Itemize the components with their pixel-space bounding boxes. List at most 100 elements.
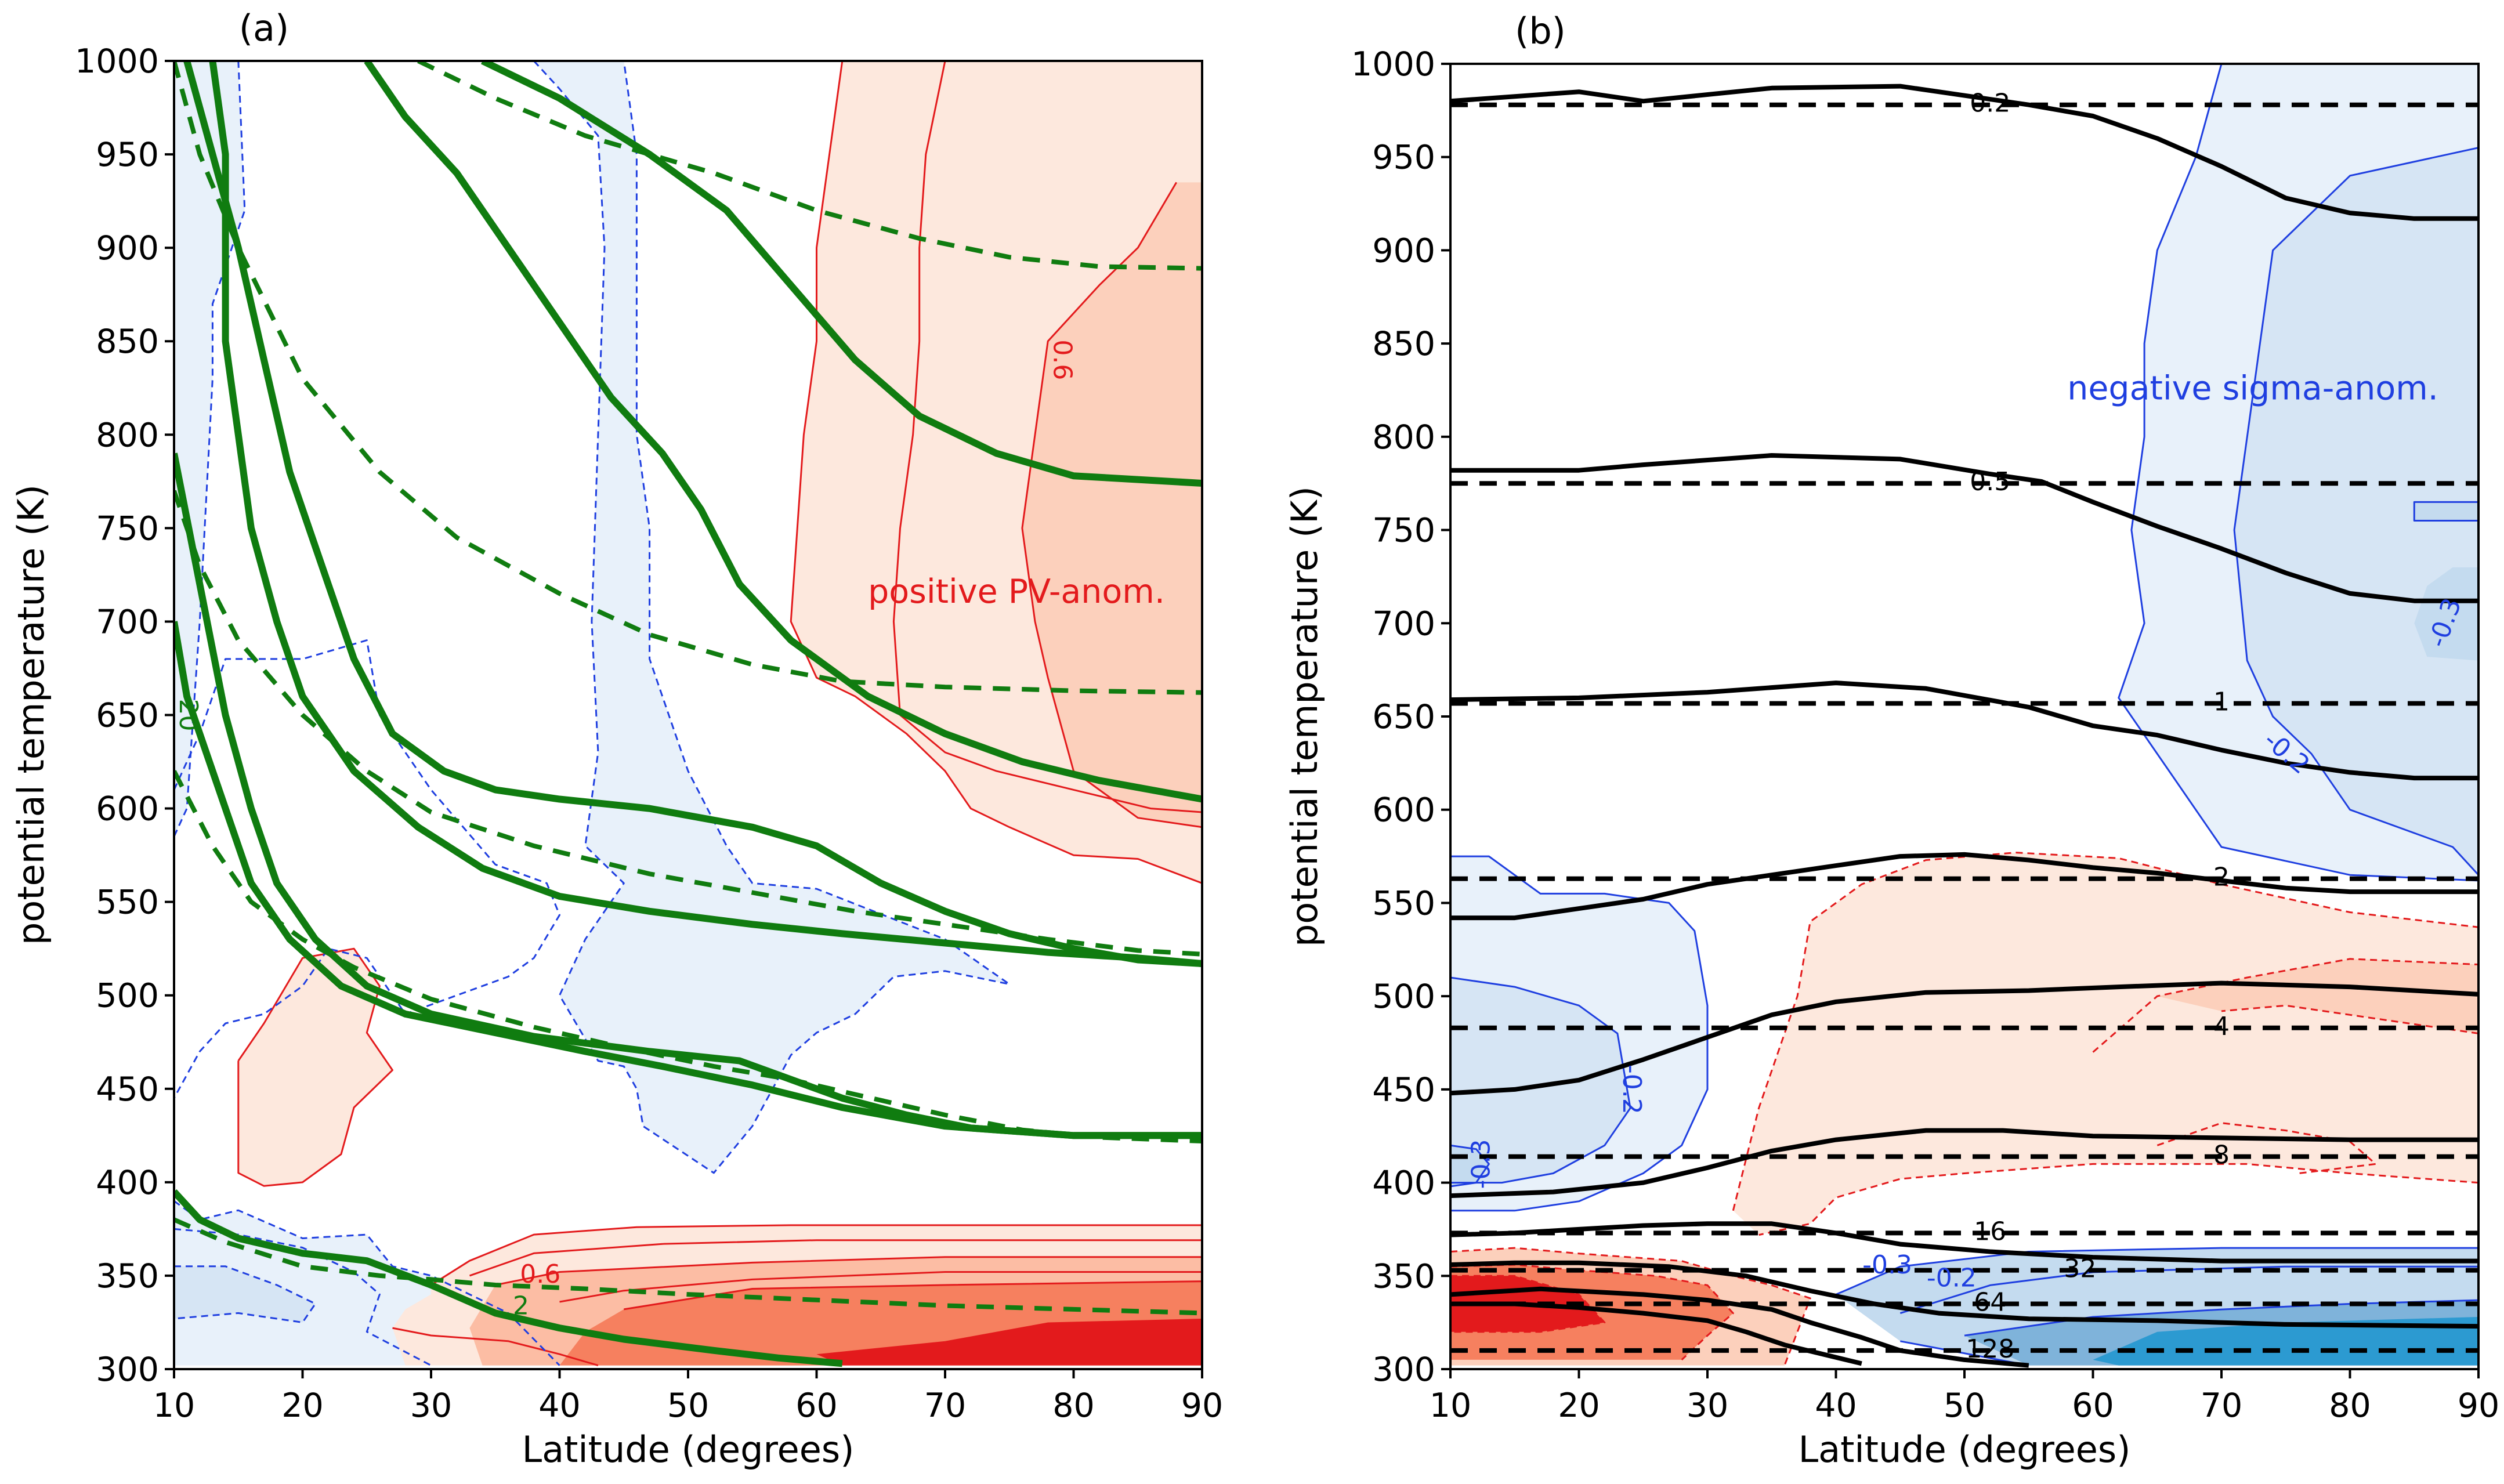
panel-a-fills <box>174 61 1202 1366</box>
y-tick-label: 800 <box>96 416 159 454</box>
y-tick-label: 700 <box>1372 605 1435 643</box>
contour-black-solid <box>1450 1260 2478 1329</box>
contour-green-dashed <box>174 1217 1202 1316</box>
y-tick-label: 550 <box>96 884 159 922</box>
x-tick-label: 80 <box>2329 1387 2371 1425</box>
panel-a-y-ticks: 300 350 400 450 500 550 600 650 700 750 800 850 900 9… <box>75 42 174 1389</box>
y-tick-label: 650 <box>1372 698 1435 736</box>
contour-blue-solid <box>2413 501 2478 522</box>
x-tick-label: 10 <box>1430 1387 1472 1425</box>
panel-b-xlabel: Latitude (degrees) <box>1799 1428 2131 1471</box>
contour-black-solid <box>1450 84 2478 221</box>
contour-blue-dashed <box>174 1265 317 1323</box>
x-tick-label: 40 <box>1815 1387 1857 1425</box>
contour-red-dashed <box>1450 1275 1606 1333</box>
contour-label: 1 <box>2213 687 2230 717</box>
y-tick-label: 300 <box>96 1351 159 1389</box>
contour-green-solid <box>480 61 1202 487</box>
y-tick-label: 900 <box>1372 231 1435 270</box>
y-tick-label: 650 <box>96 697 159 735</box>
panel-b-contours <box>1450 64 2478 1368</box>
y-tick-label: 750 <box>1372 512 1435 550</box>
fill-region-negative-deepest <box>2093 1317 2478 1366</box>
contour-label: -0.2 <box>1617 1065 1647 1114</box>
y-tick-label: 900 <box>96 229 159 267</box>
contour-green-solid <box>183 61 1202 967</box>
y-tick-label: 350 <box>1372 1257 1435 1295</box>
contour-red-solid <box>495 1256 1202 1286</box>
contour-black-solid <box>1450 980 2478 1096</box>
contour-label: 8 <box>2213 1141 2230 1170</box>
panel-b-annotations: negative sigma-anom. <box>2067 370 2438 408</box>
x-tick-label: 20 <box>1558 1387 1600 1425</box>
fill-region-negative-mid <box>174 1266 316 1323</box>
fill-region-positive-mid <box>2157 958 2478 1034</box>
y-tick-label: 950 <box>96 136 159 174</box>
contour-green-dashed <box>417 61 1202 271</box>
contour-red-dashed <box>1758 1163 2478 1236</box>
x-tick-label: 30 <box>1687 1387 1729 1425</box>
contour-blue-solid <box>2118 64 2478 882</box>
x-tick-label: 70 <box>2201 1387 2243 1425</box>
y-tick-label: 500 <box>96 977 159 1015</box>
y-tick-label: 850 <box>96 323 159 361</box>
panel-b: 0.20.51248163264128-0.3-0.2-0.2-0.3-0.3-… <box>1283 10 2499 1471</box>
contour-label: -0.2 <box>1927 1264 1977 1293</box>
contour-label: 2 <box>513 1291 529 1321</box>
contour-black-solid <box>1450 1286 2029 1368</box>
contour-label: 4 <box>2213 1012 2230 1041</box>
contour-blue-solid <box>1450 976 1631 1184</box>
x-tick-label: 20 <box>281 1387 324 1425</box>
y-tick-label: 1000 <box>1351 45 1435 84</box>
fill-region-positive-light <box>238 949 393 1186</box>
y-tick-label: 800 <box>1372 418 1435 457</box>
y-tick-label: 600 <box>1372 791 1435 830</box>
contour-blue-dashed <box>174 639 560 1099</box>
contour-black-solid <box>1450 852 2478 921</box>
y-tick-label: 850 <box>1372 325 1435 363</box>
contour-green-solid <box>209 61 1202 967</box>
panel-a-contour-labels: 0.6 0.6 20 2 <box>173 339 1077 1320</box>
contour-green-solid <box>364 61 1202 803</box>
contour-red-solid <box>624 1280 1202 1311</box>
fill-region-negative-mid <box>2414 567 2478 661</box>
contour-label: -0.3 <box>1466 1139 1496 1189</box>
y-tick-label: 950 <box>1372 139 1435 177</box>
contour-label: 2 <box>2213 863 2230 892</box>
panel-a-annotations: positive PV-anom. <box>868 573 1165 611</box>
contour-label: 64 <box>1974 1288 2006 1317</box>
y-tick-label: 550 <box>1372 884 1435 922</box>
x-tick-label: 40 <box>538 1387 581 1425</box>
y-tick-label: 450 <box>1372 1071 1435 1109</box>
contour-label: 128 <box>1966 1334 2014 1364</box>
panel-a: 0.6 0.6 20 2 positive PV-anom. 10 20 30 40 50 60… <box>10 7 1223 1471</box>
panel-a-x-ticks: 10 20 30 40 50 60 70 80 90 <box>153 1369 1223 1425</box>
fill-region-negative-mid <box>2234 147 2478 875</box>
contour-red-dashed <box>2156 1122 2377 1174</box>
x-tick-label: 60 <box>2072 1387 2114 1425</box>
y-tick-label: 600 <box>96 790 159 828</box>
contour-green-solid <box>174 1189 843 1367</box>
contour-red-dashed <box>2221 1004 2478 1034</box>
contour-label: 0.2 <box>1970 89 2010 118</box>
panel-a-ylabel: potential temperature (K) <box>10 484 52 945</box>
panel-b-fills <box>1450 64 2478 1366</box>
panel-b-letter: (b) <box>1515 10 1566 52</box>
panel-a-contours <box>174 61 1202 1367</box>
panel-b-x-ticks: 10 20 30 40 50 60 70 80 90 <box>1430 1369 2499 1425</box>
contour-label: 0.6 <box>520 1259 560 1289</box>
x-tick-label: 70 <box>924 1387 967 1425</box>
annotation-text: positive PV-anom. <box>868 573 1165 611</box>
contour-black-solid <box>1450 453 2478 603</box>
panel-b-contour-labels: 0.20.51248163264128-0.3-0.2-0.2-0.3-0.3-… <box>1466 89 2467 1364</box>
contour-blue-solid <box>1450 855 1709 1212</box>
y-tick-label: 350 <box>96 1257 159 1295</box>
contour-label: 32 <box>2064 1254 2096 1284</box>
y-tick-label: 700 <box>96 603 159 641</box>
contour-label: -0.3 <box>1862 1250 1912 1280</box>
contour-green-dashed <box>174 490 1202 957</box>
y-tick-label: 300 <box>1372 1351 1435 1389</box>
contour-red-dashed <box>2092 958 2478 1053</box>
contour-label: 0.5 <box>1970 467 2010 497</box>
